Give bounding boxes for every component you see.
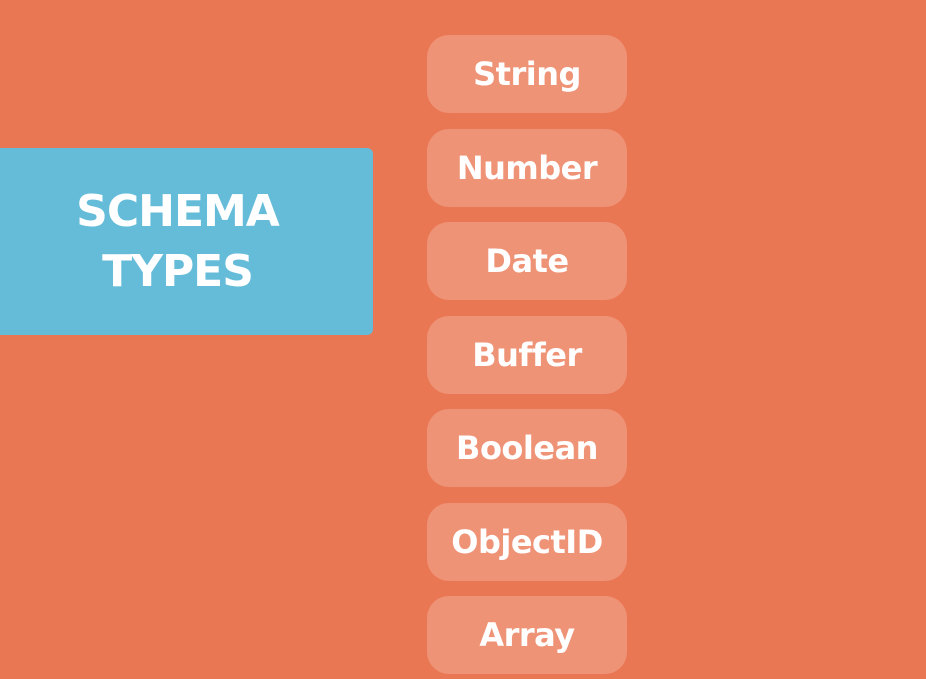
panel-title-line-2: TYPES xyxy=(102,245,254,297)
schema-type-list: String Number Date Buffer Boolean ObjectID Arr… xyxy=(427,35,627,679)
type-date-pill: Date xyxy=(427,222,627,300)
schema-types-panel: SCHEMA TYPES xyxy=(0,148,373,335)
type-number-pill: Number xyxy=(427,128,627,207)
type-array-pill: Array xyxy=(427,596,627,674)
type-boolean-pill: Boolean xyxy=(427,409,627,487)
panel-title-line-1: SCHEMA xyxy=(76,185,280,237)
type-buffer-pill: Buffer xyxy=(427,315,627,394)
type-objectid-pill: ObjectID xyxy=(427,502,627,581)
type-string-pill: String xyxy=(427,35,627,113)
